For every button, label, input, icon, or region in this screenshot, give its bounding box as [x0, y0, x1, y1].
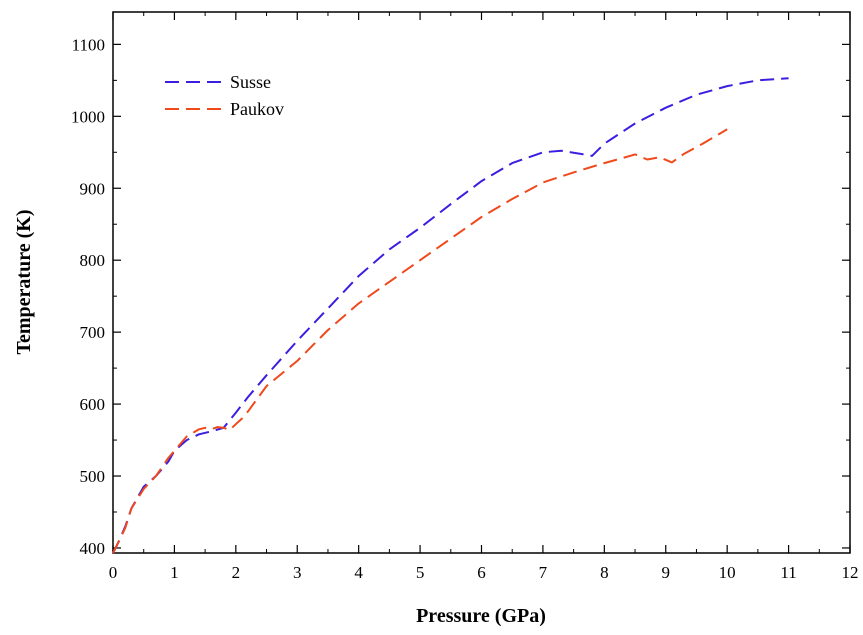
x-tick-label: 2 [232, 563, 241, 582]
x-tick-label: 11 [780, 563, 796, 582]
x-axis-label: Pressure (GPa) [416, 605, 546, 627]
y-axis-label: Temperature (K) [13, 210, 35, 355]
x-tick-label: 12 [842, 563, 859, 582]
legend-label-paukov: Paukov [230, 99, 284, 119]
x-tick-label: 4 [354, 563, 363, 582]
x-tick-label: 3 [293, 563, 302, 582]
x-tick-label: 5 [416, 563, 425, 582]
y-tick-label: 1000 [71, 107, 105, 126]
x-tick-label: 8 [600, 563, 609, 582]
series-layer [112, 77, 789, 554]
y-tick-label: 500 [80, 467, 106, 486]
series-line-susse [112, 77, 789, 554]
y-axis-ticks: 400 500 600 700 800 900 1000 1100 [71, 35, 850, 558]
y-tick-label: 600 [80, 395, 106, 414]
y-tick-label: 800 [80, 251, 106, 270]
plot-frame [112, 11, 851, 554]
y-tick-label: 700 [80, 323, 106, 342]
x-tick-label: 0 [109, 563, 118, 582]
x-tick-label: 9 [662, 563, 671, 582]
x-tick-label: 7 [539, 563, 548, 582]
y-tick-label: 900 [80, 179, 106, 198]
series-line-paukov [112, 128, 728, 554]
x-tick-label: 10 [719, 563, 736, 582]
x-tick-label: 6 [477, 563, 486, 582]
x-tick-label: 1 [170, 563, 179, 582]
legend: Susse Paukov [165, 72, 284, 119]
y-tick-label: 400 [80, 539, 106, 558]
y-tick-label: 1100 [72, 35, 105, 54]
x-axis-ticks: 0 1 2 3 4 5 6 7 8 9 10 11 12 [109, 12, 859, 582]
legend-label-susse: Susse [230, 72, 271, 92]
